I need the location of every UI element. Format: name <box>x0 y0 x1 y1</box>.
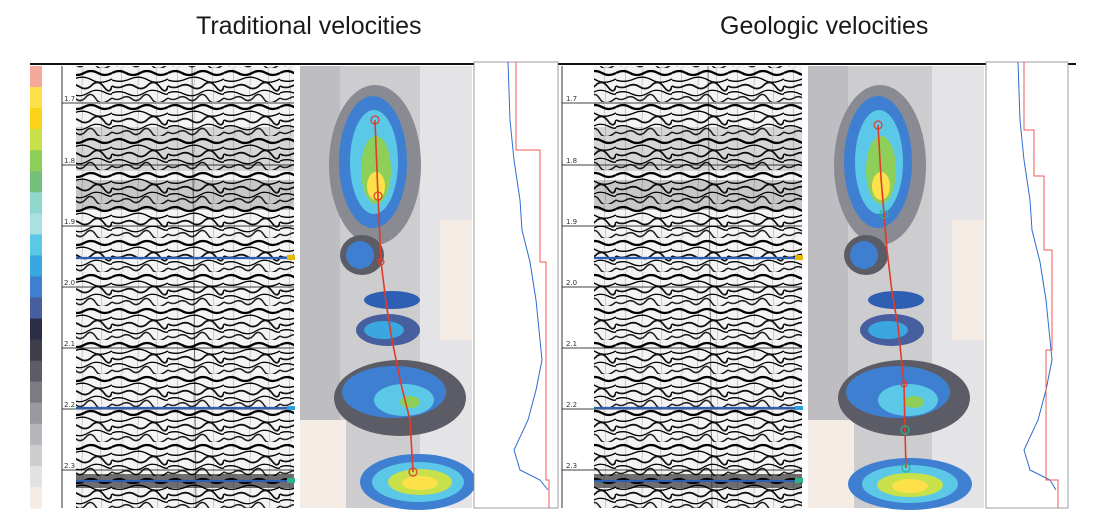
horizon-marker-yellow <box>287 255 295 260</box>
color-scale-swatch <box>30 234 42 256</box>
color-scale-swatch <box>30 423 42 446</box>
tick-label-1.8: 1.8 <box>64 157 75 165</box>
color-scale-swatch <box>30 108 42 130</box>
tick-label-2.1: 2.1 <box>566 340 577 348</box>
color-scale-swatch <box>30 192 42 214</box>
color-scale-swatch <box>30 255 42 277</box>
tick-label-2.3: 2.3 <box>566 462 577 470</box>
tick-label-2.0: 2.0 <box>566 279 577 287</box>
geologic-panel: 1.7 1.8 1.9 2.0 2.1 2.2 2.3 <box>561 61 1069 510</box>
velocity-semblance-right <box>808 66 984 510</box>
tick-label-2.3: 2.3 <box>64 462 75 470</box>
color-scale-swatch <box>30 129 42 151</box>
horizon-marker-yellow <box>795 255 803 260</box>
color-scale-swatch <box>30 318 42 341</box>
tick-label-2.2: 2.2 <box>64 401 75 409</box>
title-traditional-velocities: Traditional velocities <box>196 12 422 40</box>
horizon-lines-left <box>76 256 294 483</box>
color-scale-swatch <box>30 339 42 362</box>
color-scale-swatch <box>30 402 42 425</box>
horizon-lines-right <box>594 256 802 483</box>
tick-label-2.1: 2.1 <box>64 340 75 348</box>
horizon-marker-cyan <box>287 406 295 410</box>
tick-label-1.9: 1.9 <box>566 218 577 226</box>
color-scale-swatch <box>30 486 42 509</box>
time-tick-labels-left: 1.7 1.8 1.9 2.0 2.1 2.2 2.3 <box>64 95 75 470</box>
tick-label-2.0: 2.0 <box>64 279 75 287</box>
tick-label-2.2: 2.2 <box>566 401 577 409</box>
color-scale-swatch <box>30 297 42 320</box>
horizon-marker-green <box>795 478 803 483</box>
color-scale-swatch <box>30 276 42 299</box>
time-tick-labels-right: 1.7 1.8 1.9 2.0 2.1 2.2 2.3 <box>566 95 577 470</box>
color-scale-swatch <box>30 381 42 404</box>
velocity-semblance-left <box>300 66 476 510</box>
color-scale-swatch <box>30 444 42 467</box>
color-scale-swatch <box>30 66 42 88</box>
color-scale-bar <box>30 66 42 509</box>
tick-label-1.9: 1.9 <box>64 218 75 226</box>
color-scale-swatch <box>30 87 42 109</box>
color-scale-swatch <box>30 150 42 172</box>
color-scale-swatch <box>30 465 42 488</box>
horizon-marker-green <box>287 478 295 483</box>
time-gridlines-right <box>561 66 802 508</box>
horizon-marker-cyan <box>795 406 803 410</box>
color-scale-swatch <box>30 360 42 383</box>
color-scale-swatch <box>30 171 42 193</box>
tick-label-1.7: 1.7 <box>64 95 75 103</box>
tick-label-1.7: 1.7 <box>566 95 577 103</box>
tick-label-1.8: 1.8 <box>566 157 577 165</box>
traditional-panel: 1.7 1.8 1.9 2.0 2.1 2.2 2.3 <box>61 61 559 510</box>
velocity-curve-right <box>985 61 1069 509</box>
velocity-curve-left <box>473 61 559 509</box>
title-geologic-velocities: Geologic velocities <box>720 12 929 40</box>
color-scale-swatch <box>30 213 42 235</box>
